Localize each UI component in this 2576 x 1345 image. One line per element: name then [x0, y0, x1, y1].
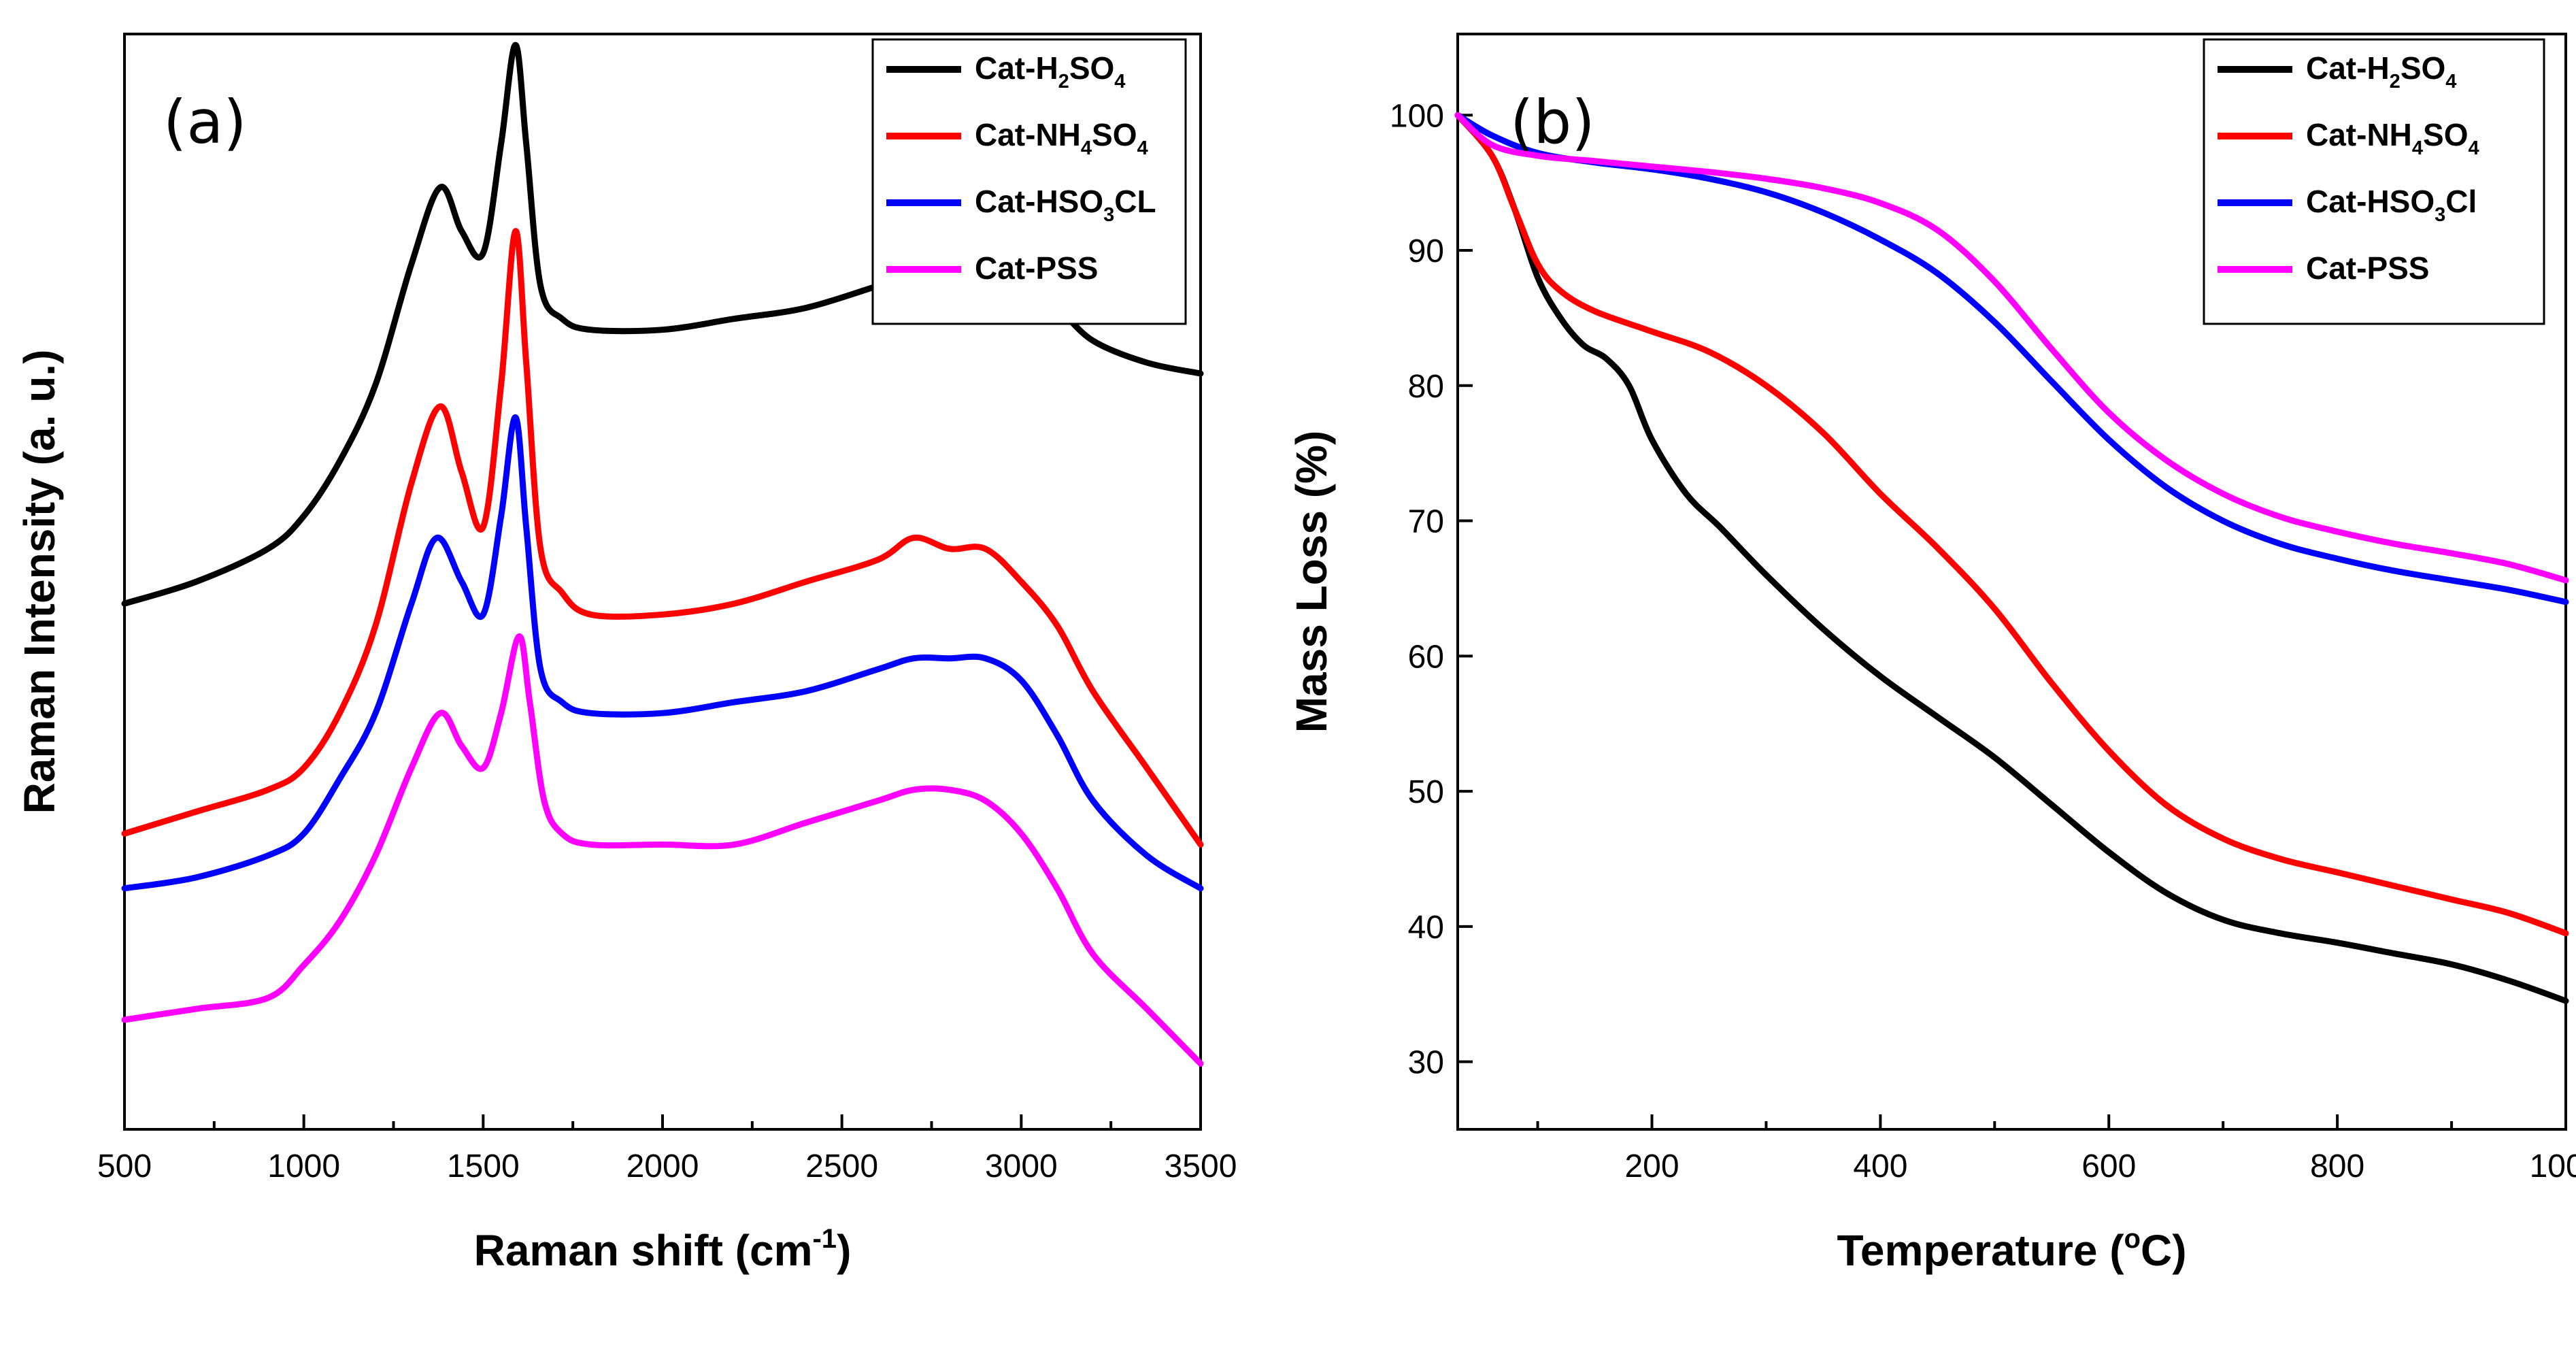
- legend-text-part: Cat-HSO: [2306, 184, 2435, 219]
- x-tick-label: 600: [2081, 1148, 2136, 1184]
- x-tick-label: 500: [97, 1148, 152, 1184]
- x-tick-label: 3500: [1165, 1148, 1237, 1184]
- y-axis-title: Raman Intensity (a. u.): [15, 350, 64, 814]
- series-line-Cat-HSO3CL: [121, 414, 1204, 892]
- legend-label: Cat-NH4SO4: [2306, 117, 2479, 159]
- y-tick-label: 80: [1408, 369, 1444, 405]
- legend-subscript: 3: [1103, 204, 1114, 226]
- legend-text-part: Cat-NH: [2306, 117, 2412, 152]
- x-tick-label: 2000: [626, 1148, 699, 1184]
- legend-label: Cat-HSO3Cl: [2306, 184, 2477, 226]
- legend-subscript: 4: [1114, 71, 1125, 93]
- x-tick-label: 3000: [985, 1148, 1058, 1184]
- legend-text-part: Cat-PSS: [975, 250, 1098, 286]
- legend-box: [871, 38, 1187, 325]
- legend-label: Cat-H2SO4: [2306, 50, 2456, 93]
- legend-text-part: Cat-HSO: [975, 184, 1103, 219]
- series-line-Cat-PSS: [121, 633, 1204, 1067]
- legend-label: Cat-H2SO4: [975, 50, 1125, 93]
- legend-text-part: SO: [1069, 50, 1114, 86]
- y-tick-label: 40: [1408, 910, 1444, 946]
- x-tick-label: 2500: [805, 1148, 878, 1184]
- series-line-Cat-NH4SO4: [1454, 112, 2569, 937]
- x-axis-title-superscript: -1: [812, 1224, 837, 1254]
- x-axis-title: Temperature (oC): [1837, 1224, 2187, 1275]
- legend-text-part: Cat-PSS: [2306, 250, 2429, 286]
- legend-text-part: Cat-H: [975, 50, 1058, 86]
- legend-box: [2203, 38, 2545, 325]
- y-tick-label: 30: [1408, 1045, 1444, 1081]
- legend-text-part: Cat-NH: [975, 117, 1081, 152]
- legend-subscript: 2: [2390, 71, 2401, 93]
- panel-label: (b): [1510, 87, 1595, 157]
- x-tick-label: 1000: [2530, 1148, 2576, 1184]
- legend-text-part: SO: [1092, 117, 1137, 152]
- legend-subscript: 4: [2469, 137, 2479, 159]
- legend-text-part: CL: [1114, 184, 1156, 219]
- y-tick-label: 100: [1390, 98, 1444, 134]
- y-tick-label: 60: [1408, 639, 1444, 675]
- legend-label: Cat-HSO3CL: [975, 184, 1156, 226]
- legend-subscript: 4: [2445, 71, 2456, 93]
- series-line-Cat-NH4SO4: [121, 228, 1204, 848]
- legend-text-part: Cl: [2445, 184, 2477, 219]
- x-axis-title-text: Temperature (: [1837, 1226, 2125, 1275]
- legend-subscript: 4: [1137, 137, 1148, 159]
- x-axis-title-text: Raman shift (cm: [474, 1226, 813, 1275]
- x-axis-title: Raman shift (cm-1): [474, 1224, 852, 1275]
- x-tick-label: 800: [2310, 1148, 2364, 1184]
- legend-label: Cat-PSS: [975, 250, 1098, 286]
- legend-label: Cat-PSS: [2306, 250, 2429, 286]
- x-tick-label: 1500: [447, 1148, 520, 1184]
- legend-subscript: 4: [1081, 137, 1092, 159]
- x-tick-label: 200: [1624, 1148, 1679, 1184]
- x-tick-label: 400: [1853, 1148, 1907, 1184]
- y-axis-title: Mass Loss (%): [1287, 431, 1336, 733]
- x-axis-title-superscript: o: [2124, 1224, 2141, 1254]
- legend-subscript: 4: [2412, 137, 2423, 159]
- y-tick-label: 50: [1408, 774, 1444, 810]
- x-axis-title-end: ): [837, 1226, 851, 1275]
- panel-b-tga: 200 400 600 800 1000 30 40 50 60 70 80 90 100 Tempera…: [1287, 33, 2576, 1275]
- legend-text-part: SO: [2423, 117, 2468, 152]
- legend-subscript: 2: [1058, 71, 1069, 93]
- y-tick-label: 70: [1408, 504, 1444, 540]
- legend-text-part: Cat-H: [2306, 50, 2390, 86]
- series-line-Cat-PSS: [1454, 112, 2569, 584]
- x-tick-label: 1000: [267, 1148, 340, 1184]
- legend-label: Cat-NH4SO4: [975, 117, 1148, 159]
- panel-label: (a): [163, 87, 247, 157]
- legend-text-part: SO: [2401, 50, 2445, 86]
- x-axis-title-end: C): [2141, 1226, 2187, 1275]
- panel-a-raman: 500 1000 1500 2000 2500 3000 3500 Raman shift (…: [15, 33, 1237, 1275]
- legend-subscript: 3: [2435, 204, 2445, 226]
- y-tick-label: 90: [1408, 233, 1444, 269]
- series-line-Cat-H2SO4: [1454, 112, 2569, 1004]
